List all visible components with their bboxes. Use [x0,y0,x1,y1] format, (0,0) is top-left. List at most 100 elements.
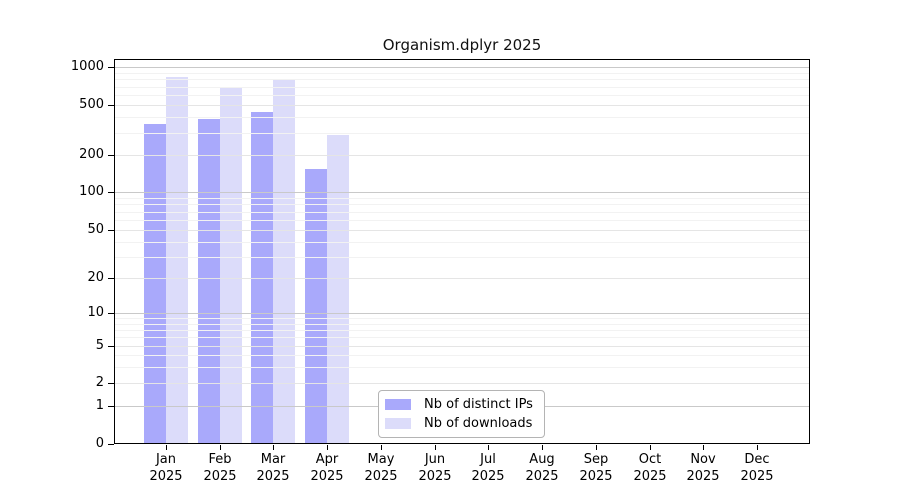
gridline [114,198,810,199]
x-tick-label: Jul 2025 [461,451,515,485]
chart-title: Organism.dplyr 2025 [382,36,542,54]
y-tick-mark [108,192,114,193]
y-tick-mark [108,230,114,231]
x-tick-year: 2025 [579,469,613,484]
x-tick-year: 2025 [256,469,290,484]
legend: Nb of distinct IPs Nb of downloads [378,390,545,438]
y-tick-mark [108,105,114,106]
x-tick-month: Feb [208,452,232,467]
y-tick-label: 2 [95,375,104,390]
gridline [114,355,810,356]
x-tick-month: Aug [529,452,555,467]
x-tick-month: Mar [260,452,286,467]
legend-item-downloads: Nb of downloads [385,415,536,431]
gridline [114,367,810,368]
x-tick-month: Jun [424,452,446,467]
x-tick-year: 2025 [633,469,667,484]
x-tick-mark [488,445,489,450]
gridline [114,67,810,68]
y-tick-label: 100 [79,184,104,199]
y-tick-label: 10 [87,305,104,320]
x-tick-month: Apr [315,452,339,467]
x-tick-mark [435,445,436,450]
x-tick-year: 2025 [686,469,720,484]
x-tick-mark [166,445,167,450]
x-tick-label: Dec 2025 [730,451,784,485]
bar-distinct-ips-jan [144,124,166,443]
bar-distinct-ips-feb [198,119,220,443]
x-tick-year: 2025 [740,469,774,484]
bar-downloads-mar [273,79,295,443]
x-tick-mark [757,445,758,450]
x-tick-year: 2025 [364,469,398,484]
gridline [114,79,810,80]
gridline [114,324,810,325]
x-tick-year: 2025 [310,469,344,484]
y-tick-mark [108,444,114,445]
y-tick-label: 0 [95,436,104,451]
x-tick-mark [327,445,328,450]
x-tick-mark [220,445,221,450]
gridline [114,155,810,156]
bar-distinct-ips-apr [305,169,327,443]
y-tick-label: 20 [87,270,104,285]
y-tick-mark [108,406,114,407]
gridline [114,318,810,319]
x-tick-label: Sep 2025 [569,451,623,485]
bar-distinct-ips-mar [251,112,273,443]
legend-label-downloads: Nb of downloads [424,415,533,431]
gridline [114,133,810,134]
gridline [114,105,810,106]
gridline [114,117,810,118]
legend-item-distinct-ips: Nb of distinct IPs [385,396,536,412]
y-tick-mark [108,383,114,384]
bar-downloads-jan [166,77,188,443]
x-tick-year: 2025 [149,469,183,484]
x-tick-label: Jan 2025 [139,451,193,485]
x-tick-year: 2025 [525,469,559,484]
x-tick-mark [703,445,704,450]
y-tick-label: 500 [79,97,104,112]
gridline [114,257,810,258]
gridline [114,212,810,213]
x-tick-month: Nov [690,452,716,467]
y-tick-label: 5 [95,338,104,353]
bar-downloads-feb [220,87,242,443]
x-tick-label: Feb 2025 [193,451,247,485]
y-tick-mark [108,278,114,279]
x-tick-label: Aug 2025 [515,451,569,485]
gridline [114,220,810,221]
gridline [114,383,810,384]
x-tick-month: May [367,452,395,467]
legend-label-distinct-ips: Nb of distinct IPs [424,396,533,412]
x-tick-year: 2025 [203,469,237,484]
gridline [114,278,810,279]
y-tick-mark [108,346,114,347]
x-tick-month: Jul [480,452,496,467]
y-tick-label: 200 [79,147,104,162]
x-tick-label: Apr 2025 [300,451,354,485]
gridline [114,313,810,314]
gridline [114,87,810,88]
gridline [114,242,810,243]
gridline [114,192,810,193]
x-tick-year: 2025 [471,469,505,484]
gridline [114,230,810,231]
x-tick-month: Dec [744,452,770,467]
bar-downloads-apr [327,135,349,443]
x-tick-mark [650,445,651,450]
x-tick-mark [381,445,382,450]
x-tick-month: Sep [583,452,609,467]
gridline [114,95,810,96]
x-tick-month: Jan [155,452,177,467]
gridline [114,346,810,347]
x-tick-month: Oct [638,452,662,467]
y-tick-mark [108,155,114,156]
x-tick-label: May 2025 [354,451,408,485]
gridline [114,73,810,74]
legend-swatch-distinct-ips [385,399,411,410]
x-tick-mark [542,445,543,450]
x-tick-mark [596,445,597,450]
y-tick-mark [108,67,114,68]
